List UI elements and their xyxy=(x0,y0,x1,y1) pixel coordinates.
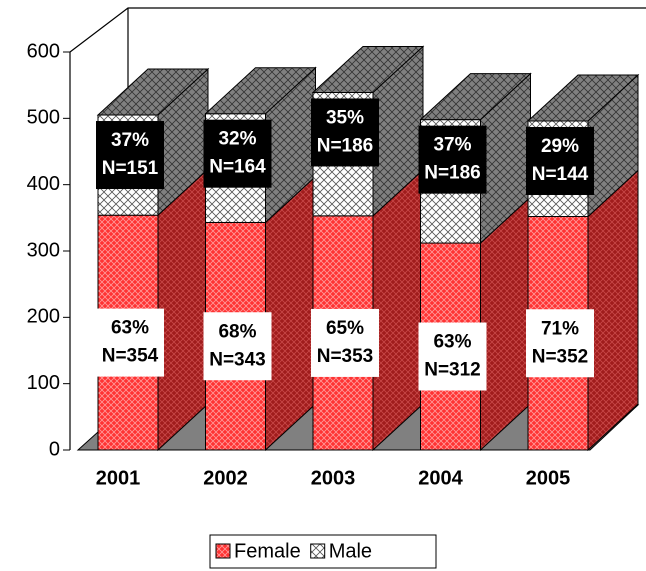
data-label-box xyxy=(96,121,164,190)
data-label-count: N=343 xyxy=(209,349,266,370)
legend-swatch xyxy=(310,543,326,559)
bar-side xyxy=(265,175,316,452)
bar-top xyxy=(419,73,532,121)
data-label-percent: 65% xyxy=(326,318,364,339)
data-label-percent: 63% xyxy=(433,332,471,353)
data-label-box xyxy=(203,312,272,381)
x-tick-label: 2003 xyxy=(311,467,356,489)
y-tick-label: 300 xyxy=(27,239,60,261)
data-label-count: N=353 xyxy=(317,346,374,367)
data-label-count: N=352 xyxy=(532,346,589,367)
y-tick-label: 400 xyxy=(27,173,60,195)
data-label-percent: 37% xyxy=(111,130,149,151)
data-label-percent: 35% xyxy=(326,107,364,128)
bar-top xyxy=(204,67,317,115)
data-label-count: N=312 xyxy=(424,360,481,381)
y-tick-label: 600 xyxy=(27,40,60,62)
data-label-count: N=186 xyxy=(424,163,481,184)
data-label-percent: 68% xyxy=(218,321,256,342)
data-label-box xyxy=(418,125,487,194)
data-label-box xyxy=(311,98,379,167)
data-label-count: N=186 xyxy=(317,135,374,156)
bar-top xyxy=(526,74,640,122)
bar-side xyxy=(587,169,639,452)
legend-swatch xyxy=(215,543,231,559)
data-label-box xyxy=(526,126,594,195)
bar-top xyxy=(96,68,210,116)
bar-side xyxy=(372,168,424,452)
data-label-box xyxy=(526,309,594,378)
data-label-percent: 71% xyxy=(541,318,579,339)
x-tick-label: 2005 xyxy=(526,467,571,489)
y-tick-label: 500 xyxy=(27,107,60,129)
data-label-box xyxy=(311,308,379,377)
x-tick-label: 2002 xyxy=(203,467,248,489)
x-tick-label: 2001 xyxy=(96,467,141,489)
data-label-box xyxy=(96,308,164,377)
data-label-box xyxy=(418,322,487,391)
data-label-percent: 63% xyxy=(111,318,149,339)
y-tick-label: 200 xyxy=(27,306,60,328)
legend-label: Female xyxy=(234,540,301,562)
legend-label: Male xyxy=(329,540,372,562)
data-label-count: N=354 xyxy=(102,346,159,367)
data-label-box xyxy=(203,119,272,188)
x-tick-label: 2004 xyxy=(418,467,463,489)
y-tick-label: 0 xyxy=(49,438,60,460)
data-label-percent: 37% xyxy=(433,135,471,156)
data-label-percent: 32% xyxy=(218,129,256,150)
data-label-count: N=144 xyxy=(532,164,589,185)
data-label-percent: 29% xyxy=(541,136,579,157)
data-label-count: N=151 xyxy=(102,158,159,179)
data-label-count: N=164 xyxy=(209,157,266,178)
y-tick-label: 100 xyxy=(27,372,60,394)
bar-top xyxy=(311,45,425,93)
bar-side xyxy=(157,168,209,452)
